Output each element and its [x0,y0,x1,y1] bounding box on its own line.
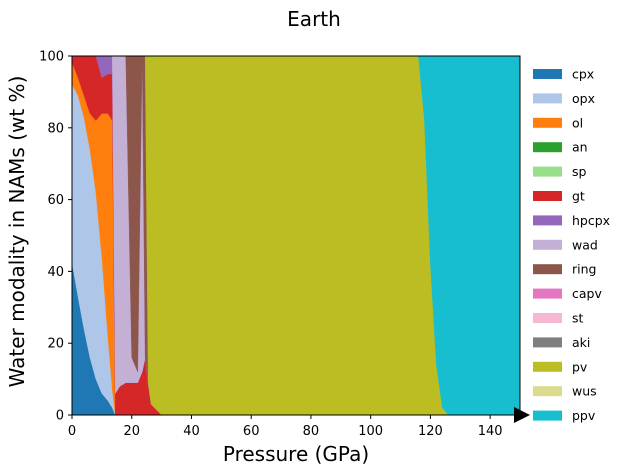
y-tick-label: 100 [39,50,64,65]
legend-swatch-wus [533,386,562,397]
chart-title: Earth [287,7,341,31]
x-tick-label: 60 [243,424,260,439]
legend-label-capv: capv [572,286,602,301]
legend-label-cpx: cpx [572,67,594,82]
legend-swatch-aki [533,337,562,348]
y-tick-label: 80 [47,121,64,136]
legend-label-st: st [572,311,584,326]
y-axis: 0 20 40 60 80 100 [39,50,72,424]
x-tick-label: 100 [358,424,383,439]
y-tick-label: 40 [47,265,64,280]
legend-swatch-opx [533,93,562,104]
legend-swatch-sp [533,166,562,177]
x-axis: 0 20 40 60 80 100 120 140 [68,415,503,439]
legend-label-aki: aki [572,335,590,350]
plot-area [72,55,521,416]
legend-swatch-capv [533,288,562,299]
legend-swatch-ol [533,117,562,128]
legend-swatch-pv [533,361,562,372]
y-axis-label: Water modality in NAMs (wt %) [5,76,29,388]
legend-label-ol: ol [572,115,583,130]
legend-label-wus: wus [572,384,597,399]
x-axis-label: Pressure (GPa) [223,442,369,466]
legend-swatch-cpx [533,69,562,79]
legend-swatch-ring [533,264,562,275]
legend-label-ring: ring [572,262,596,277]
legend-swatch-wad [533,239,562,250]
x-tick-label: 0 [68,424,76,439]
x-tick-label: 80 [303,424,320,439]
x-tick-label: 140 [478,424,503,439]
legend-label-wad: wad [572,237,598,252]
legend-swatch-st [533,313,562,323]
legend-label-opx: opx [572,91,595,106]
x-tick-label: 40 [183,424,200,439]
legend-label-hpcpx: hpcpx [572,213,610,228]
legend-label-pv: pv [572,359,588,374]
legend-swatch-an [533,142,562,153]
legend-swatch-gt [533,191,562,201]
x-tick-label: 20 [123,424,140,439]
y-tick-label: 0 [56,409,64,424]
legend-swatch-ppv [533,410,562,421]
legend-label-sp: sp [572,164,587,179]
legend-label-ppv: ppv [572,408,596,423]
y-tick-label: 60 [47,193,64,208]
x-tick-label: 120 [418,424,443,439]
y-tick-label: 20 [47,337,64,352]
legend-label-an: an [572,140,588,155]
x-axis-arrow-icon [514,407,530,423]
legend-label-gt: gt [572,189,585,204]
axes-frame [71,55,521,416]
legend-swatch-hpcpx [533,215,562,226]
legend: cpx opx ol an sp gt hpcpx wad ring capv st aki pv wus… [533,67,610,423]
